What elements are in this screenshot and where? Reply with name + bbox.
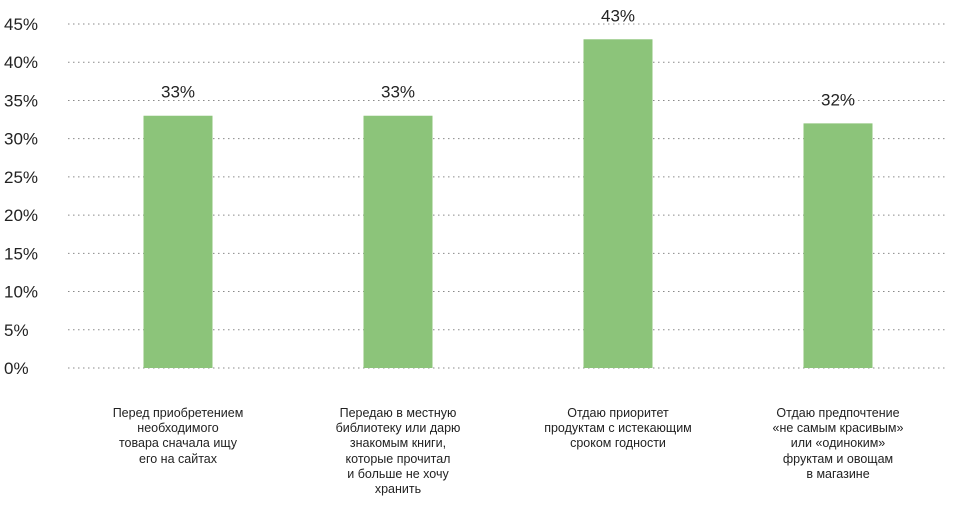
bar xyxy=(363,115,433,368)
category-label: Перед приобретением необходимого товара … xyxy=(112,406,244,466)
y-tick-label: 10% xyxy=(4,283,38,302)
data-labels: 33% 33% 43% 32% xyxy=(161,6,855,109)
bars xyxy=(143,39,873,369)
y-tick-label: 0% xyxy=(4,359,29,378)
data-label: 33% xyxy=(381,83,415,102)
y-tick-label: 15% xyxy=(4,244,38,263)
y-tick-label: 25% xyxy=(4,168,38,187)
category-label: Передаю в местную библиотеку или дарю зн… xyxy=(335,406,461,497)
bar xyxy=(803,123,873,368)
y-tick-label: 45% xyxy=(4,15,38,34)
data-label: 32% xyxy=(821,90,855,109)
y-tick-label: 35% xyxy=(4,91,38,110)
bar xyxy=(583,39,653,369)
gridlines xyxy=(68,23,948,369)
y-tick-label: 30% xyxy=(4,130,38,149)
y-axis-ticks: 0% 5% 10% 15% 20% 25% 30% 35% 40% 45% xyxy=(4,15,38,378)
data-label: 33% xyxy=(161,83,195,102)
y-tick-label: 20% xyxy=(4,206,38,225)
bar xyxy=(143,115,213,368)
y-tick-label: 5% xyxy=(4,321,29,340)
data-label: 43% xyxy=(601,6,635,25)
category-label: Отдаю приоритет продуктам с истекающим с… xyxy=(544,406,692,451)
y-tick-label: 40% xyxy=(4,53,38,72)
category-label: Отдаю предпочтение «не самым красивым» и… xyxy=(772,406,904,481)
